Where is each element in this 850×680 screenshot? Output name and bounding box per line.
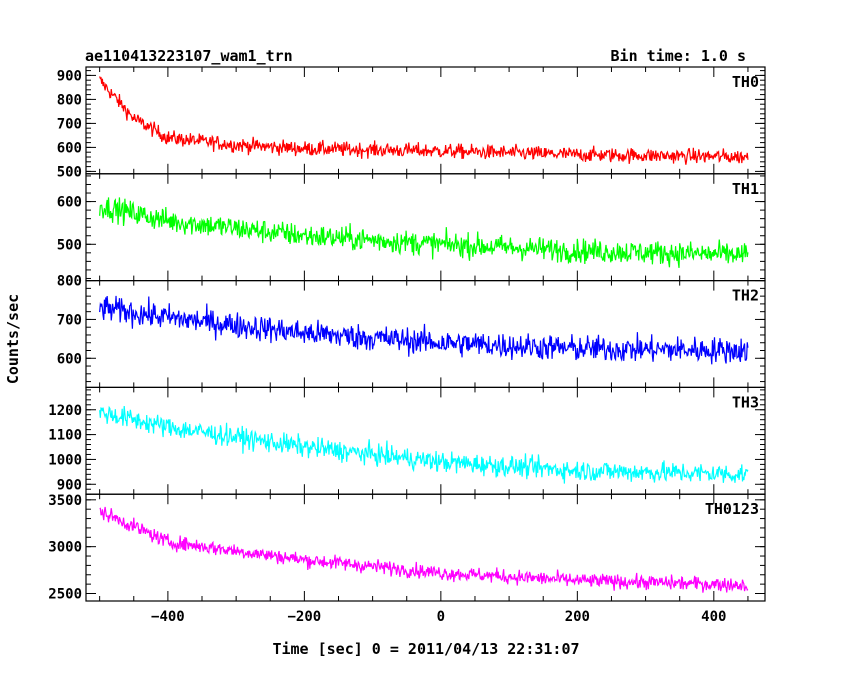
y-tick-label: 800 [57, 274, 82, 290]
panel-th3: 900 1000 1100 1200 TH3 [48, 386, 766, 495]
y-tick-label: 900 [57, 477, 82, 493]
y-tick-label: 3500 [48, 493, 82, 509]
x-tick-label: −400 [151, 609, 185, 625]
y-tick-label: 3000 [48, 540, 82, 556]
panel-label-th3: TH3 [732, 393, 759, 411]
y-tick-label: 2500 [48, 587, 82, 603]
panel-label-th1: TH1 [732, 180, 759, 198]
y-tick-label: 600 [57, 195, 82, 211]
y-tick-label: 900 [57, 68, 82, 84]
series-line-th2 [99, 295, 749, 365]
bin-time-label: Bin time: 1.0 s [611, 47, 746, 65]
x-tick-label: 200 [565, 609, 590, 625]
y-tick-label: 700 [57, 312, 82, 328]
panel-frame [85, 280, 766, 389]
panels-group: 500 600 700 800 900 TH0 500 600 TH1 600 700 800 TH2 9… [48, 66, 766, 625]
panel-th0: 500 600 700 800 900 TH0 [57, 66, 766, 180]
y-tick-label: 500 [57, 164, 82, 180]
y-tick-label: 600 [57, 140, 82, 156]
panel-frame [85, 493, 766, 602]
panel-frame [85, 386, 766, 495]
y-tick-label: 1200 [48, 403, 82, 419]
panel-frame [85, 173, 766, 282]
panel-th1: 500 600 TH1 [57, 173, 766, 282]
y-tick-label: 700 [57, 116, 82, 132]
y-tick-label: 600 [57, 351, 82, 367]
series-line-th1 [99, 197, 749, 268]
panel-th0123: 2500 3000 3500 TH0123 [48, 493, 766, 603]
panel-th2: 600 700 800 TH2 [57, 274, 766, 389]
y-tick-label: 1000 [48, 452, 82, 468]
x-tick-label: 0 [437, 609, 445, 625]
chart-title: ae110413223107_wam1_trn [85, 47, 293, 65]
panel-label-th0: TH0 [732, 73, 759, 91]
panel-label-th2: TH2 [732, 287, 759, 305]
y-tick-label: 500 [57, 237, 82, 253]
y-axis-label: Counts/sec [4, 294, 22, 384]
series-line-th0 [99, 76, 749, 165]
series-line-th3 [99, 405, 749, 484]
y-tick-label: 800 [57, 92, 82, 108]
x-axis-label: Time [sec] 0 = 2011/04/13 22:31:07 [272, 640, 579, 658]
panel-label-th0123: TH0123 [705, 500, 759, 518]
y-tick-label: 1100 [48, 428, 82, 444]
x-tick-label: −200 [288, 609, 322, 625]
series-line-th0123 [99, 506, 749, 593]
x-tick-label: 400 [701, 609, 726, 625]
